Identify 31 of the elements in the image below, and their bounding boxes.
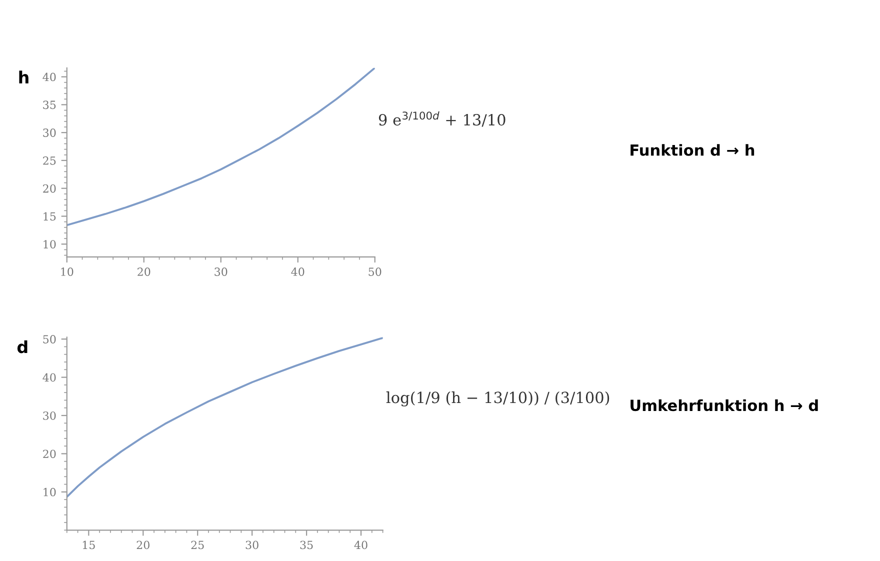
- y-axis-title: h: [19, 70, 28, 84]
- text: log(1/9 (h − 13/10)) / (3/100): [386, 391, 610, 406]
- y-tick-label: 20: [43, 450, 56, 458]
- text: Funktion d → h: [630, 144, 754, 156]
- x-tick-label: 50: [368, 268, 382, 276]
- x-tick-label: 40: [291, 268, 304, 276]
- x-tick-label: 25: [191, 540, 204, 550]
- text: 9 e$^{3/100d}$ + 13/10: [378, 111, 506, 127]
- y-tick-label: 15: [44, 212, 56, 221]
- line-series: [66, 68, 375, 226]
- x-tick-label: 30: [246, 540, 258, 550]
- x-tick-label: 15: [82, 540, 95, 550]
- x-tick-label: 35: [300, 540, 313, 550]
- x-tick-label: 30: [214, 268, 228, 276]
- y-tick-label: 50: [43, 335, 56, 344]
- y-tick-label: 40: [42, 72, 56, 82]
- y-tick-label: 40: [42, 373, 56, 382]
- x-tick-label: 20: [136, 540, 150, 550]
- x-tick-label: 40: [354, 540, 368, 550]
- y-tick-label: 10: [44, 240, 56, 248]
- x-tick-label: 10: [61, 268, 74, 276]
- y-tick-label: 25: [43, 156, 56, 165]
- y-axis-title: d: [17, 340, 28, 354]
- y-tick-label: 35: [43, 100, 56, 110]
- y-tick-label: 20: [43, 184, 56, 193]
- x-tick-label: 20: [138, 268, 150, 276]
- line-series: [66, 337, 383, 498]
- text: Umkehrfunktion h → d: [630, 399, 818, 412]
- y-tick-label: 30: [43, 128, 56, 137]
- y-tick-label: 30: [43, 411, 56, 420]
- y-tick-label: 10: [44, 488, 56, 496]
